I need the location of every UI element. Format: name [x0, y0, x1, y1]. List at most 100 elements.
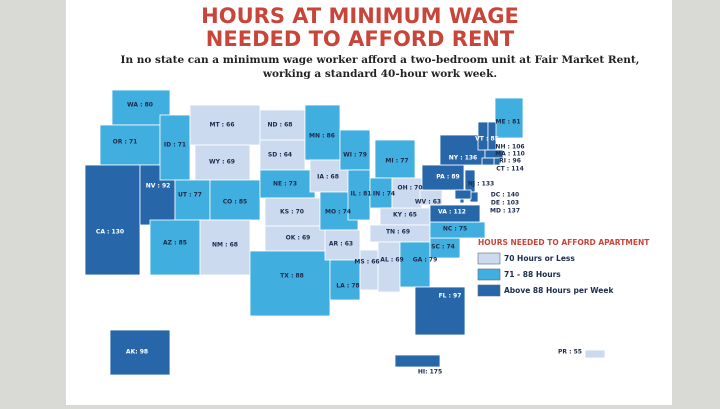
- state-label: MA : 110: [495, 151, 525, 158]
- state-shape: [259, 109, 306, 141]
- state-label: CA : 130: [96, 229, 124, 236]
- state-label: IL : 81: [351, 191, 372, 198]
- state-label: NH : 106: [495, 144, 524, 151]
- state-label: IA : 68: [317, 174, 339, 181]
- state-label: LA : 78: [336, 283, 359, 290]
- state-shape: [264, 225, 326, 252]
- state-shape: [304, 104, 341, 161]
- state-label: NE : 73: [273, 181, 297, 188]
- state-label: ID : 71: [164, 142, 186, 149]
- state-label: WI : 79: [343, 152, 367, 159]
- state-label: NV : 92: [146, 183, 171, 190]
- state-shape: [429, 204, 481, 223]
- state-label: PR : 55: [558, 349, 582, 356]
- state-label: KY : 65: [393, 212, 417, 219]
- state-label: IN : 74: [373, 191, 395, 198]
- state-label: KS : 70: [280, 209, 304, 216]
- legend-swatch: [477, 284, 501, 297]
- state-label: DC : 140: [491, 192, 520, 199]
- state-label: VT : 85: [475, 136, 499, 143]
- title-line: HOURS AT MINIMUM WAGE: [201, 4, 519, 28]
- state-shape: [399, 241, 431, 288]
- state-shape: [209, 179, 261, 221]
- state-label: NY : 136: [449, 155, 477, 162]
- state-shape: [394, 354, 441, 368]
- state-shape: [459, 198, 465, 204]
- state-label: TN : 69: [386, 229, 410, 236]
- state-label: CT : 114: [496, 166, 524, 173]
- state-shape: [414, 286, 466, 336]
- state-shape: [494, 97, 524, 139]
- state-label: OR : 71: [113, 139, 138, 146]
- state-label: WA : 80: [127, 102, 153, 109]
- state-label: WV : 63: [415, 199, 441, 206]
- state-label: GA : 79: [413, 257, 438, 264]
- state-label: MI : 77: [385, 158, 408, 165]
- state-shape: [109, 329, 171, 376]
- state-shape: [377, 241, 401, 293]
- state-shape: [339, 129, 371, 171]
- state-label: AR : 63: [329, 241, 353, 248]
- state-label: MO : 74: [325, 209, 351, 216]
- legend-label: Above 88 Hours per Week: [504, 286, 614, 295]
- state-shape: [84, 164, 141, 276]
- state-shape: [584, 349, 606, 359]
- state-shape: [454, 189, 472, 200]
- state-label: RI : 96: [499, 158, 521, 165]
- title-line: NEEDED TO AFFORD RENT: [206, 27, 515, 51]
- subtitle-line: working a standard 40-hour work week.: [262, 68, 497, 80]
- state-label: OH : 70: [397, 185, 422, 192]
- state-label: AL : 69: [380, 257, 403, 264]
- state-shape: [99, 124, 161, 166]
- state-label: VA : 112: [438, 209, 466, 216]
- state-label: NC : 75: [443, 226, 467, 233]
- state-label: FL : 97: [439, 293, 462, 300]
- state-label: PA : 89: [436, 174, 459, 181]
- state-label: TX : 88: [280, 273, 304, 280]
- state-label: MN : 86: [309, 133, 335, 140]
- state-shape: [259, 139, 306, 171]
- state-label: ND : 68: [268, 122, 293, 129]
- state-label: AK: 98: [126, 349, 148, 356]
- legend-label: 71 - 88 Hours: [504, 270, 561, 279]
- state-label: WY : 69: [209, 159, 235, 166]
- state-label: DE : 103: [491, 200, 519, 207]
- legend-title: HOURS NEEDED TO AFFORD APARTMENT: [478, 238, 650, 247]
- state-shape: [391, 177, 423, 209]
- state-shape: [194, 144, 251, 181]
- state-shape: [174, 179, 211, 221]
- state-shape: [481, 157, 495, 166]
- state-label: SC : 74: [431, 244, 455, 251]
- state-label: OK : 69: [286, 235, 311, 242]
- legend: HOURS NEEDED TO AFFORD APARTMENT 70 Hour…: [477, 238, 650, 297]
- state-shape: [374, 139, 416, 179]
- state-shape: [421, 164, 465, 191]
- map: WA : 80 OR : 71 CA : 130 NV : 92 ID : 71 MT :…: [84, 89, 606, 376]
- state-label: SD : 64: [268, 152, 292, 159]
- state-shape: [264, 197, 321, 227]
- state-label: ME : 81: [496, 119, 521, 126]
- state-shape: [259, 169, 316, 199]
- state-label: HI: 175: [418, 369, 442, 376]
- state-label: CO : 85: [223, 199, 247, 206]
- state-shape: [149, 219, 201, 276]
- legend-label: 70 Hours or Less: [504, 254, 575, 263]
- state-label: NM : 68: [212, 242, 238, 249]
- state-label: MT : 66: [210, 122, 235, 129]
- state-shape: [249, 250, 331, 317]
- state-label: MD : 137: [490, 208, 520, 215]
- state-label: MS : 66: [354, 259, 379, 266]
- state-label: UT : 77: [178, 192, 202, 199]
- state-label: NJ : 133: [468, 181, 494, 188]
- legend-swatch: [477, 268, 501, 281]
- state-label: AZ : 85: [163, 240, 187, 247]
- state-shape: [199, 219, 251, 276]
- state-shape: [324, 229, 361, 261]
- subtitle-line: In no state can a minimum wage worker af…: [121, 54, 640, 66]
- state-shape: [359, 249, 379, 291]
- state-shape: [329, 259, 361, 301]
- legend-swatch: [477, 252, 501, 265]
- state-shape: [439, 134, 486, 166]
